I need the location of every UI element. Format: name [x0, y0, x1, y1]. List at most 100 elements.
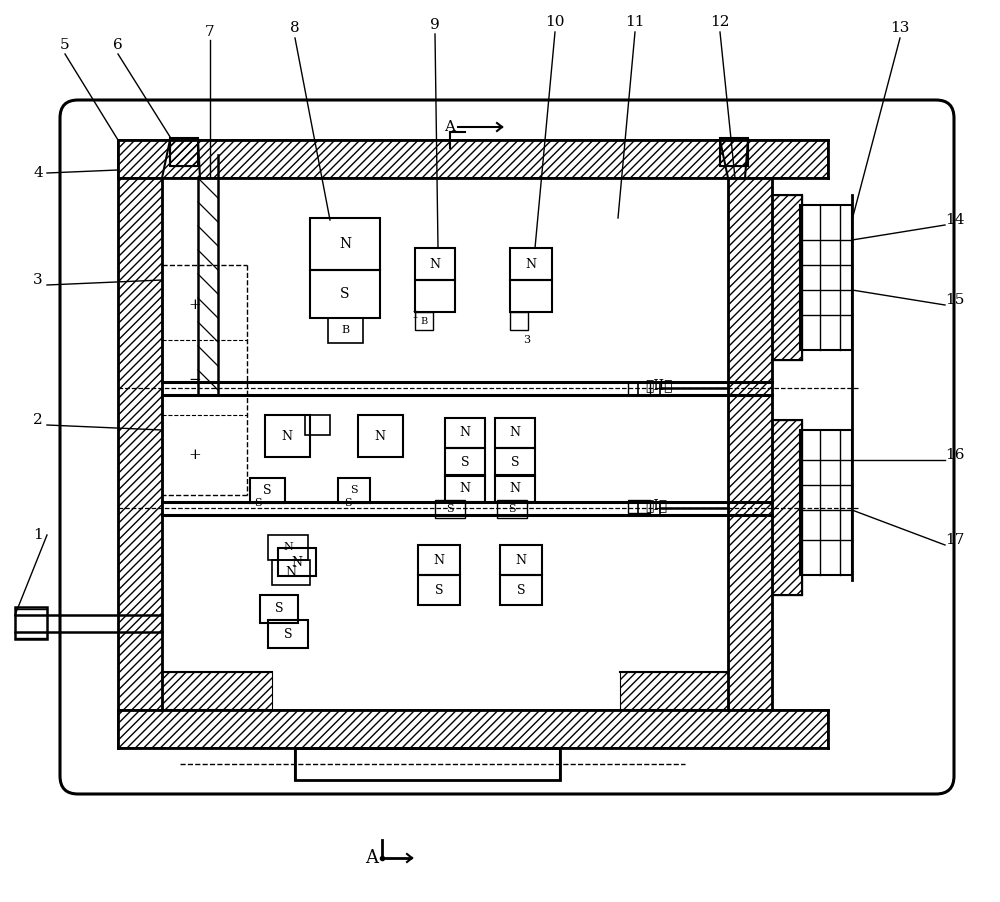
- Text: S: S: [435, 584, 443, 596]
- Bar: [495, 475, 535, 502]
- Bar: [170, 138, 198, 166]
- Bar: [435, 500, 465, 518]
- Bar: [305, 415, 330, 435]
- Bar: [510, 248, 552, 280]
- Text: N: N: [374, 429, 386, 443]
- Text: B: B: [341, 325, 349, 335]
- Text: S: S: [284, 628, 292, 640]
- Text: 13: 13: [890, 21, 910, 35]
- Text: N: N: [339, 237, 351, 251]
- Text: 2: 2: [33, 413, 43, 427]
- Bar: [358, 415, 403, 457]
- Text: N: N: [292, 556, 302, 568]
- Text: 6: 6: [113, 38, 123, 52]
- Bar: [628, 382, 650, 395]
- Text: N: N: [460, 427, 471, 439]
- Text: 14: 14: [945, 213, 965, 227]
- Text: +: +: [189, 448, 201, 462]
- Bar: [495, 448, 535, 476]
- Text: S: S: [340, 287, 350, 301]
- Bar: [638, 382, 660, 395]
- Bar: [628, 500, 650, 513]
- Bar: [720, 138, 748, 166]
- Bar: [800, 430, 852, 575]
- Bar: [500, 575, 542, 605]
- Text: S: S: [350, 485, 358, 495]
- Bar: [328, 318, 363, 343]
- Text: 17: 17: [945, 533, 965, 547]
- Bar: [720, 138, 748, 166]
- Bar: [495, 418, 535, 448]
- Text: 3: 3: [523, 335, 531, 345]
- Bar: [510, 280, 552, 312]
- Bar: [638, 502, 660, 515]
- Bar: [250, 478, 285, 503]
- Text: S: S: [517, 584, 525, 596]
- Bar: [118, 710, 828, 748]
- Bar: [310, 270, 380, 318]
- Text: S: S: [275, 603, 283, 615]
- Bar: [260, 595, 298, 623]
- Bar: [310, 218, 380, 270]
- Text: 〈I〉: 〈I〉: [645, 498, 667, 512]
- Bar: [415, 248, 455, 280]
- Text: S: S: [344, 498, 352, 508]
- Bar: [772, 420, 802, 595]
- Text: −: −: [189, 373, 201, 387]
- Bar: [445, 475, 485, 502]
- FancyBboxPatch shape: [60, 100, 954, 794]
- Text: A: A: [366, 849, 378, 867]
- Text: N: N: [434, 554, 444, 566]
- Bar: [268, 620, 308, 648]
- Text: 9: 9: [430, 18, 440, 32]
- Text: N: N: [460, 482, 471, 494]
- Text: S: S: [461, 456, 469, 468]
- Text: S: S: [263, 483, 271, 496]
- Text: N: N: [283, 542, 293, 552]
- Text: A: A: [444, 120, 456, 134]
- Text: 7: 7: [205, 25, 215, 39]
- Text: N: N: [516, 554, 526, 566]
- Text: S: S: [446, 504, 454, 514]
- Text: N: N: [286, 566, 296, 578]
- Bar: [338, 478, 370, 503]
- Bar: [445, 418, 485, 448]
- Bar: [620, 672, 728, 710]
- Text: 16: 16: [945, 448, 965, 462]
- Text: 12: 12: [710, 15, 730, 29]
- Bar: [800, 205, 852, 350]
- Text: B: B: [420, 317, 428, 326]
- Text: 8: 8: [290, 21, 300, 35]
- Bar: [278, 548, 316, 576]
- Text: N: N: [510, 482, 520, 494]
- Text: S: S: [508, 504, 516, 514]
- Text: N: N: [282, 429, 292, 443]
- Bar: [118, 178, 162, 710]
- Bar: [445, 448, 485, 476]
- Bar: [268, 535, 308, 560]
- Text: N: N: [510, 427, 520, 439]
- Text: 5: 5: [60, 38, 70, 52]
- Bar: [15, 607, 47, 639]
- Bar: [500, 545, 542, 575]
- Text: 1: 1: [33, 528, 43, 542]
- Text: N: N: [526, 257, 536, 271]
- Bar: [272, 560, 310, 585]
- Bar: [728, 178, 772, 710]
- Bar: [170, 138, 198, 166]
- Bar: [772, 195, 802, 360]
- Text: 〈II〉: 〈II〉: [645, 378, 672, 392]
- Bar: [295, 748, 560, 780]
- Bar: [415, 312, 433, 330]
- Bar: [497, 500, 527, 518]
- Bar: [510, 312, 528, 330]
- Text: 4: 4: [33, 166, 43, 180]
- Text: S: S: [254, 498, 262, 508]
- Bar: [162, 672, 272, 710]
- Bar: [118, 140, 828, 178]
- Text: 15: 15: [945, 293, 965, 307]
- Bar: [418, 545, 460, 575]
- Text: +: +: [189, 298, 201, 312]
- Text: N: N: [430, 257, 440, 271]
- Bar: [415, 280, 455, 312]
